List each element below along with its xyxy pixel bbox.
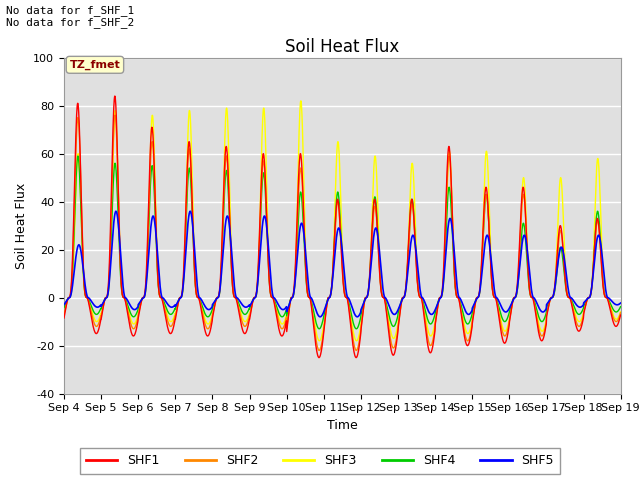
Text: No data for f_SHF_1
No data for f_SHF_2: No data for f_SHF_1 No data for f_SHF_2 [6, 5, 134, 28]
Y-axis label: Soil Heat Flux: Soil Heat Flux [15, 182, 28, 269]
Text: TZ_fmet: TZ_fmet [70, 60, 120, 70]
Legend: SHF1, SHF2, SHF3, SHF4, SHF5: SHF1, SHF2, SHF3, SHF4, SHF5 [79, 448, 561, 474]
X-axis label: Time: Time [327, 419, 358, 432]
Title: Soil Heat Flux: Soil Heat Flux [285, 38, 399, 56]
